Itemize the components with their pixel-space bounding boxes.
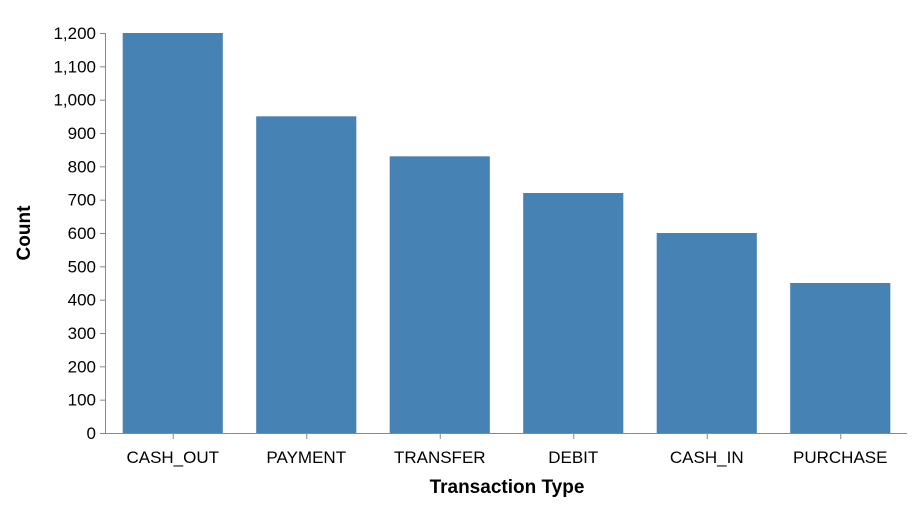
y-tick-label: 200	[68, 357, 96, 376]
y-tick-label: 400	[68, 291, 96, 310]
bar-debit	[523, 193, 624, 433]
x-axis: CASH_OUT PAYMENT TRANSFER DEBIT CASH_IN PURCH…	[106, 433, 907, 467]
x-tick-label: PURCHASE	[793, 448, 887, 467]
bar-cash-in	[656, 233, 757, 433]
y-tick-label: 1,100	[53, 57, 96, 76]
x-axis-title: Transaction Type	[430, 477, 585, 498]
y-axis-title: Count	[14, 205, 35, 261]
x-tick-label: CASH_OUT	[126, 448, 219, 467]
y-tick-label: 600	[68, 224, 96, 243]
bars-layer	[122, 33, 891, 433]
y-tick-label: 700	[68, 191, 96, 210]
x-tick-label: TRANSFER	[394, 448, 486, 467]
y-tick-label: 300	[68, 324, 96, 343]
bar-payment	[256, 116, 357, 433]
y-tick-label: 500	[68, 257, 96, 276]
x-tick-label: CASH_IN	[670, 448, 744, 467]
y-tick-label: 900	[68, 124, 96, 143]
bar-cash-out	[122, 33, 223, 433]
y-axis: 0 100 200 300 400 500 600 700 800 900 1,000 1,100 1,…	[53, 24, 106, 443]
y-tick-label: 100	[68, 391, 96, 410]
x-tick-label: DEBIT	[548, 448, 598, 467]
bar-purchase	[790, 283, 891, 433]
y-tick-label: 800	[68, 157, 96, 176]
y-tick-label: 1,000	[53, 91, 96, 110]
y-tick-label: 0	[87, 424, 96, 443]
y-tick-label: 1,200	[53, 24, 96, 43]
x-tick-label: PAYMENT	[266, 448, 346, 467]
bar-transfer	[389, 156, 490, 433]
